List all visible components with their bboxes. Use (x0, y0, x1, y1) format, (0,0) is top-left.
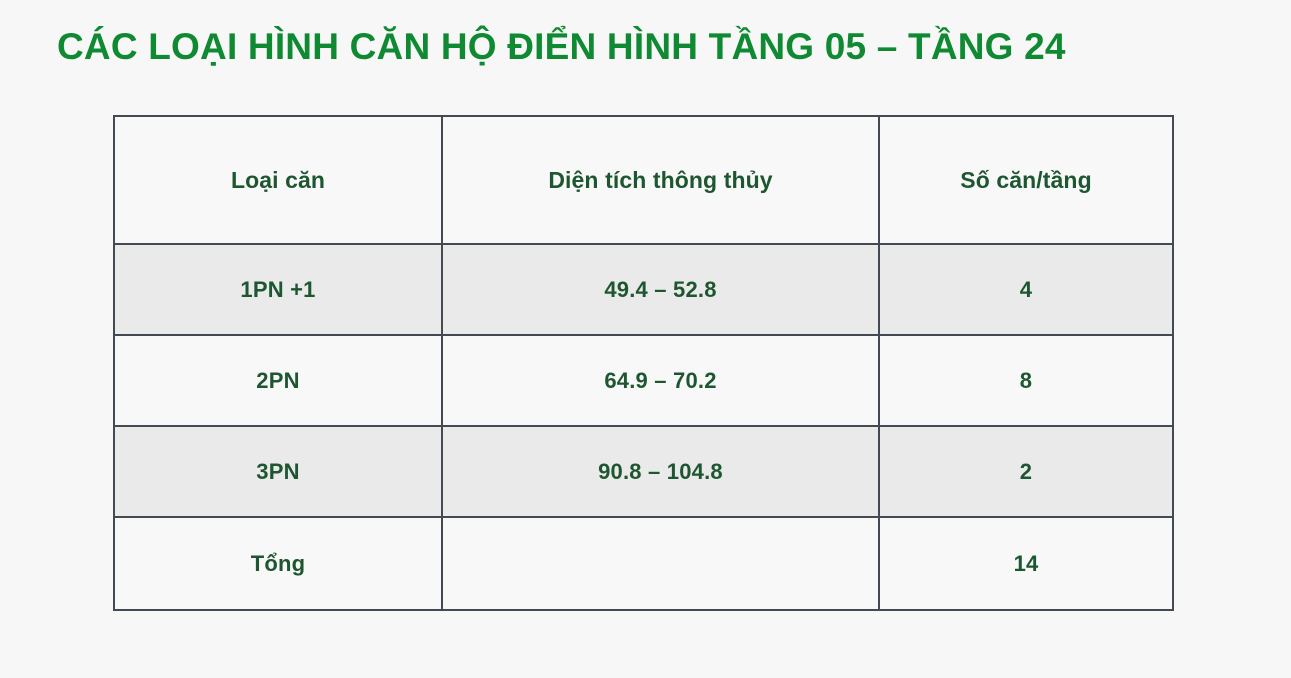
table-row: 3PN 90.8 – 104.8 2 (113, 425, 1174, 518)
column-header-apartment-type: Loại căn (113, 115, 443, 245)
table-header: Loại căn Diện tích thông thủy Số căn/tần… (113, 115, 1174, 245)
cell-net-area: 64.9 – 70.2 (441, 334, 880, 427)
page-title: CÁC LOẠI HÌNH CĂN HỘ ĐIỂN HÌNH TẦNG 05 –… (57, 26, 1066, 67)
cell-total-label: Tổng (113, 516, 443, 611)
table-row: 1PN +1 49.4 – 52.8 4 (113, 243, 1174, 336)
cell-net-area: 90.8 – 104.8 (441, 425, 880, 518)
cell-apartment-type: 2PN (113, 334, 443, 427)
cell-total-net-area-empty (441, 516, 880, 611)
column-header-units-per-floor: Số căn/tầng (878, 115, 1174, 245)
table-body: 1PN +1 49.4 – 52.8 4 2PN 64.9 – 70.2 8 3… (113, 243, 1174, 611)
table-row-total: Tổng 14 (113, 516, 1174, 611)
cell-apartment-type: 3PN (113, 425, 443, 518)
table-row: 2PN 64.9 – 70.2 8 (113, 334, 1174, 427)
cell-units-per-floor: 8 (878, 334, 1174, 427)
cell-units-per-floor: 2 (878, 425, 1174, 518)
cell-units-per-floor: 4 (878, 243, 1174, 336)
cell-net-area: 49.4 – 52.8 (441, 243, 880, 336)
cell-apartment-type: 1PN +1 (113, 243, 443, 336)
cell-total-units-per-floor: 14 (878, 516, 1174, 611)
column-header-net-area: Diện tích thông thủy (441, 115, 880, 245)
table-header-row: Loại căn Diện tích thông thủy Số căn/tần… (113, 115, 1174, 245)
apartment-types-table: Loại căn Diện tích thông thủy Số căn/tần… (113, 115, 1174, 611)
